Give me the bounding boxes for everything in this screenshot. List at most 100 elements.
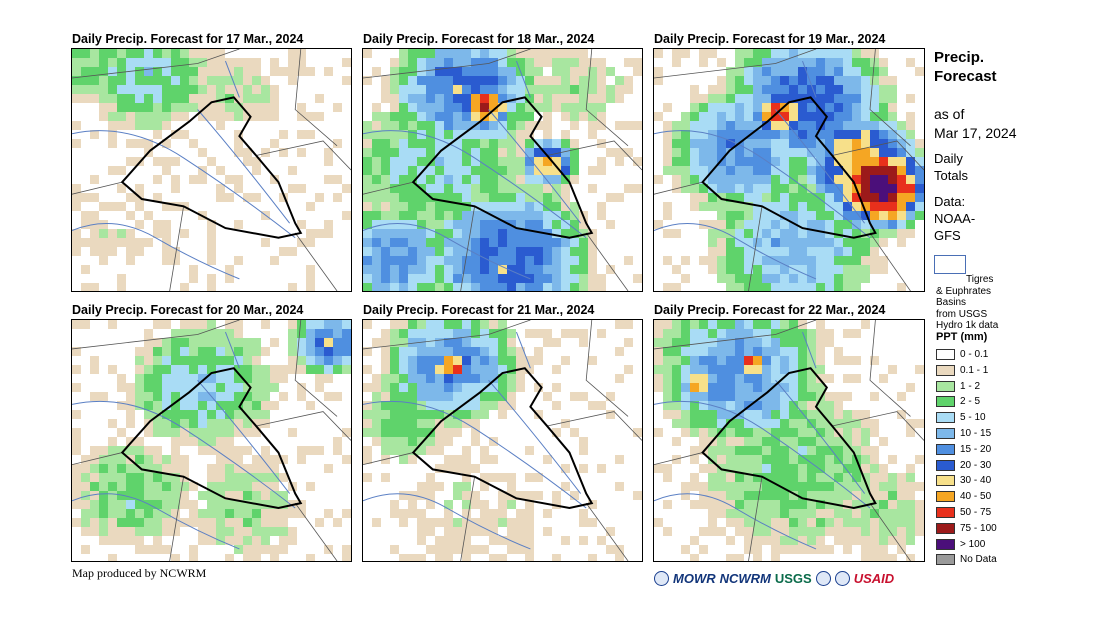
- precip-cell: [498, 383, 507, 392]
- map-panel-22: [653, 319, 925, 562]
- precip-cell: [471, 320, 480, 329]
- map-boundaries: [363, 49, 642, 291]
- precip-cell: [471, 184, 480, 193]
- precip-cell: [525, 554, 534, 561]
- precip-cell: [525, 536, 534, 545]
- precip-cell: [798, 410, 807, 419]
- precip-cell: [435, 112, 444, 121]
- precip-cell: [342, 211, 351, 220]
- precip-cell: [798, 166, 807, 175]
- precip-cell: [552, 67, 561, 76]
- precip-cell: [453, 455, 462, 464]
- precip-cell: [726, 437, 735, 446]
- precip-cell: [417, 220, 426, 229]
- precip-cell: [324, 509, 333, 518]
- precip-cell: [534, 220, 543, 229]
- precip-cell: [261, 85, 270, 94]
- precip-cell: [789, 184, 798, 193]
- precip-cell: [852, 509, 861, 518]
- precip-cell: [324, 220, 333, 229]
- precip-cell: [897, 482, 906, 491]
- precip-cell: [144, 356, 153, 365]
- precip-cell: [870, 473, 879, 482]
- precip-cell: [363, 347, 372, 356]
- precip-cell: [81, 265, 90, 274]
- precip-cell: [672, 157, 681, 166]
- precip-cell: [453, 94, 462, 103]
- precip-cell: [798, 392, 807, 401]
- precip-cell: [816, 58, 825, 67]
- precip-cell: [225, 437, 234, 446]
- precip-cell: [498, 247, 507, 256]
- precip-cell: [870, 139, 879, 148]
- precip-cell: [453, 121, 462, 130]
- precip-cell: [372, 112, 381, 121]
- precip-cell: [162, 464, 171, 473]
- precip-cell: [426, 76, 435, 85]
- precip-cell: [606, 67, 615, 76]
- precip-cell: [108, 419, 117, 428]
- precip-cell: [534, 166, 543, 175]
- precip-cell: [144, 94, 153, 103]
- precip-cell: [717, 338, 726, 347]
- precip-cell: [234, 76, 243, 85]
- precip-cell: [489, 265, 498, 274]
- precip-cell: [879, 265, 888, 274]
- precip-cell: [399, 347, 408, 356]
- precip-cell: [444, 229, 453, 238]
- precip-cell: [798, 76, 807, 85]
- precip-cell: [762, 283, 771, 291]
- precip-cell: [498, 283, 507, 291]
- precip-cell: [462, 338, 471, 347]
- precip-cell: [243, 356, 252, 365]
- precip-cell: [834, 103, 843, 112]
- precip-cell: [135, 94, 144, 103]
- precip-cell: [726, 536, 735, 545]
- precip-cell: [390, 112, 399, 121]
- precip-cell: [861, 554, 870, 561]
- precip-cell: [825, 166, 834, 175]
- precip-cell: [189, 265, 198, 274]
- precip-cell: [888, 220, 897, 229]
- precip-cell: [279, 545, 288, 554]
- precip-cell: [726, 347, 735, 356]
- boundary-line: [461, 206, 475, 291]
- precip-cell: [426, 112, 435, 121]
- precip-cell: [852, 211, 861, 220]
- precip-cell: [171, 491, 180, 500]
- precip-cell: [315, 446, 324, 455]
- precip-cell: [372, 130, 381, 139]
- map-panel-20: [71, 319, 352, 562]
- precip-cell: [117, 500, 126, 509]
- precip-cell: [663, 157, 672, 166]
- precip-cell: [363, 410, 372, 419]
- precip-cell: [153, 374, 162, 383]
- precip-cell: [444, 157, 453, 166]
- precip-cell: [525, 256, 534, 265]
- precip-cell: [906, 536, 915, 545]
- precip-cell: [381, 419, 390, 428]
- precip-cell: [708, 500, 717, 509]
- precip-cell: [90, 211, 99, 220]
- precip-cell: [633, 157, 642, 166]
- precip-cell: [153, 527, 162, 536]
- precip-cell: [270, 256, 279, 265]
- precip-cell: [834, 491, 843, 500]
- precip-cell: [744, 184, 753, 193]
- precip-cell: [417, 139, 426, 148]
- precip-cell: [681, 184, 690, 193]
- precip-cell: [252, 419, 261, 428]
- precip-cell: [399, 220, 408, 229]
- precip-cell: [435, 482, 444, 491]
- precip-cell: [216, 103, 225, 112]
- precip-cell: [315, 112, 324, 121]
- precip-cell: [408, 356, 417, 365]
- precip-cell: [717, 229, 726, 238]
- precip-cell: [852, 58, 861, 67]
- precip-cell: [417, 527, 426, 536]
- precip-cell: [861, 518, 870, 527]
- precip-cell: [744, 220, 753, 229]
- precip-cell: [570, 121, 579, 130]
- precip-cell: [108, 536, 117, 545]
- precip-cell: [570, 157, 579, 166]
